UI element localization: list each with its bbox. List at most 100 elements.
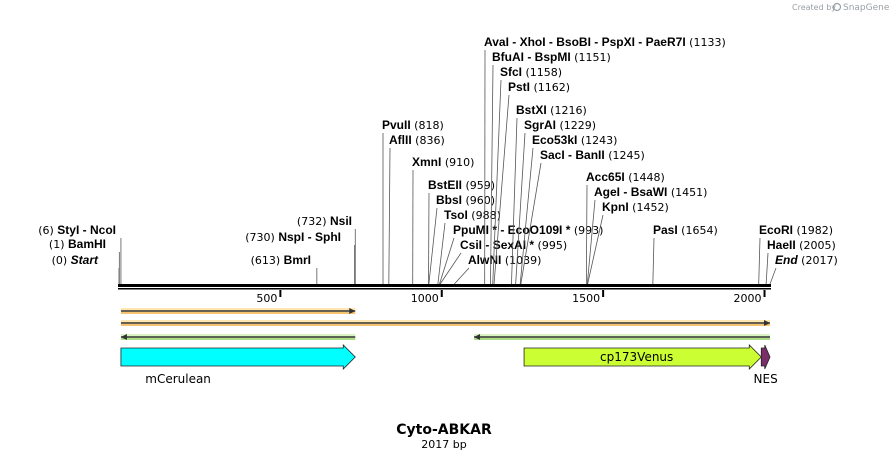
site-aflii[interactable]: AflII (836) — [388, 133, 445, 285]
site-label[interactable]: HaeII (2005) — [767, 238, 836, 252]
site-position: (1245) — [605, 149, 645, 162]
site-enzyme-name: SfcI — [500, 65, 522, 79]
site-enzyme-name: NcoI — [90, 223, 116, 237]
orf-forward-2[interactable] — [120, 320, 771, 326]
site-position: (1982) — [793, 224, 833, 237]
site-label[interactable]: SgrAI (1229) — [524, 118, 596, 132]
site-label[interactable]: CsiI - SexAI * (995) — [460, 238, 567, 252]
site-label[interactable]: AgeI - BsaWI (1451) — [594, 185, 707, 199]
site-position: (1451) — [667, 186, 707, 199]
site-label[interactable]: AvaI - XhoI - BsoBI - PspXI - PaeR7I (11… — [484, 35, 726, 49]
site-enzyme-name: BanII — [575, 148, 604, 162]
site-enzyme-name: BsaWI — [631, 185, 668, 199]
site-haeii[interactable]: HaeII (2005) — [765, 238, 836, 285]
orf-reverse-1[interactable] — [120, 334, 356, 340]
feature-nes[interactable]: NES — [754, 344, 778, 386]
site-label[interactable]: KpnI (1452) — [602, 200, 669, 214]
site-label[interactable]: End (2017) — [775, 253, 838, 267]
site-saci-banii[interactable]: SacI - BanII (1245) — [520, 148, 645, 285]
site-label[interactable]: BstXI (1216) — [516, 103, 587, 117]
site-label[interactable]: (6) StyI - NcoI — [38, 223, 116, 237]
site-avai-group[interactable]: AvaI - XhoI - BsoBI - PspXI - PaeR7I (11… — [484, 35, 726, 285]
site-label[interactable]: (1) BamHI — [49, 237, 106, 251]
backbone-top-strand — [118, 284, 771, 287]
site-bstxi[interactable]: BstXI (1216) — [511, 103, 587, 285]
site-label[interactable]: Eco53kI (1243) — [532, 133, 617, 147]
site-label[interactable]: Acc65I (1448) — [586, 170, 665, 184]
site-label[interactable]: SfcI (1158) — [500, 65, 562, 79]
feature-cp173venus[interactable]: cp173Venus — [523, 344, 762, 370]
site-ecori[interactable]: EcoRI (1982) — [758, 223, 833, 285]
site-label[interactable]: PstI (1162) — [508, 80, 570, 94]
orf-forward-1[interactable] — [120, 308, 356, 314]
site-label[interactable]: (732) NsiI — [297, 214, 352, 228]
site-label[interactable]: BstEII (959) — [428, 178, 495, 192]
site-tsoi[interactable]: TsoI (988) — [437, 208, 501, 285]
site-pasi[interactable]: PasI (1654) — [652, 223, 718, 285]
site-separator: - — [482, 238, 493, 252]
site-acc65i[interactable]: Acc65I (1448) — [585, 170, 665, 285]
site-enzyme-name: PspXI — [602, 35, 635, 49]
site-position: (1216) — [547, 104, 587, 117]
site-styi-ncoi[interactable]: (6) StyI - NcoI — [38, 223, 122, 284]
site-label[interactable]: BfuAI - BspMI (1151) — [492, 50, 611, 64]
site-bamhi[interactable]: (1) BamHI — [49, 237, 120, 284]
snapgene-logo-icon — [832, 2, 842, 12]
site-enzyme-name: NspI — [278, 230, 304, 244]
site-psti[interactable]: PstI (1162) — [493, 80, 570, 285]
site-label[interactable]: XmnI (910) — [412, 155, 474, 169]
site-bmri[interactable]: (613) BmrI — [251, 253, 318, 284]
site-position: (960) — [462, 194, 495, 207]
site-pvuii[interactable]: PvuII (818) — [382, 118, 444, 285]
site-enzyme-name: BsoBI — [556, 35, 591, 49]
site-bsteii[interactable]: BstEII (959) — [428, 178, 495, 285]
orf-reverse-2[interactable] — [474, 334, 770, 340]
ruler-tick-mark — [602, 290, 605, 297]
site-bfuai-bspmi[interactable]: BfuAI - BspMI (1151) — [490, 50, 611, 285]
site-nspi-sphi[interactable]: (730) NspI - SphI — [245, 230, 356, 284]
ruler-ticks: 500 1000 1500 2000 — [256, 290, 766, 305]
ruler-tick-mark — [763, 290, 766, 297]
site-label[interactable]: TsoI (988) — [444, 208, 501, 222]
site-start[interactable]: (0) Start — [52, 253, 120, 284]
site-nsii[interactable]: (732) NsiI — [297, 214, 356, 284]
site-label[interactable]: BbsI (960) — [436, 193, 495, 207]
site-xmni[interactable]: XmnI (910) — [412, 155, 474, 285]
site-position: (818) — [411, 119, 444, 132]
site-enzyme-name: BmrI — [284, 253, 311, 267]
site-label[interactable]: PpuMI * - EcoO109I * (993) — [453, 223, 603, 237]
site-agei-bsawi[interactable]: AgeI - BsaWI (1451) — [586, 185, 707, 285]
site-position: (836) — [412, 134, 445, 147]
site-label[interactable]: PasI (1654) — [653, 223, 718, 237]
site-connector-line — [454, 267, 470, 285]
site-separator: - — [591, 35, 602, 49]
feature-arrow — [523, 344, 762, 370]
site-sfci[interactable]: SfcI (1158) — [492, 65, 562, 285]
site-label[interactable]: (0) Start — [52, 253, 99, 267]
site-label[interactable]: AlwNI (1039) — [468, 253, 541, 267]
site-connector-line — [758, 237, 761, 285]
site-sgrai[interactable]: SgrAI (1229) — [515, 118, 596, 285]
site-label[interactable]: SacI - BanII (1245) — [540, 148, 645, 162]
site-label[interactable]: AflII (836) — [389, 133, 445, 147]
ruler-tick-label: 2000 — [734, 292, 762, 305]
site-kpni[interactable]: KpnI (1452) — [587, 200, 669, 285]
site-position: (1452) — [629, 201, 669, 214]
site-alwni[interactable]: AlwNI (1039) — [454, 253, 541, 285]
site-label[interactable]: (613) BmrI — [251, 253, 311, 267]
site-label[interactable]: EcoRI (1982) — [759, 223, 833, 237]
site-label[interactable]: PvuII (818) — [382, 118, 444, 132]
feature-arrow — [120, 344, 356, 370]
site-enzyme-name: BbsI — [436, 193, 462, 207]
site-connector-line — [437, 222, 446, 285]
site-connector-line — [492, 79, 502, 285]
feature-mcerulean[interactable]: mCerulean — [120, 344, 356, 386]
site-enzyme-name: PvuII — [382, 118, 411, 132]
site-position: (2005) — [796, 239, 836, 252]
site-end[interactable]: End (2017) — [769, 253, 838, 285]
site-bbsi[interactable]: BbsI (960) — [428, 193, 495, 285]
site-position: (1039) — [501, 254, 541, 267]
site-eco53ki[interactable]: Eco53kI (1243) — [519, 133, 617, 285]
site-label[interactable]: (730) NspI - SphI — [245, 230, 341, 244]
